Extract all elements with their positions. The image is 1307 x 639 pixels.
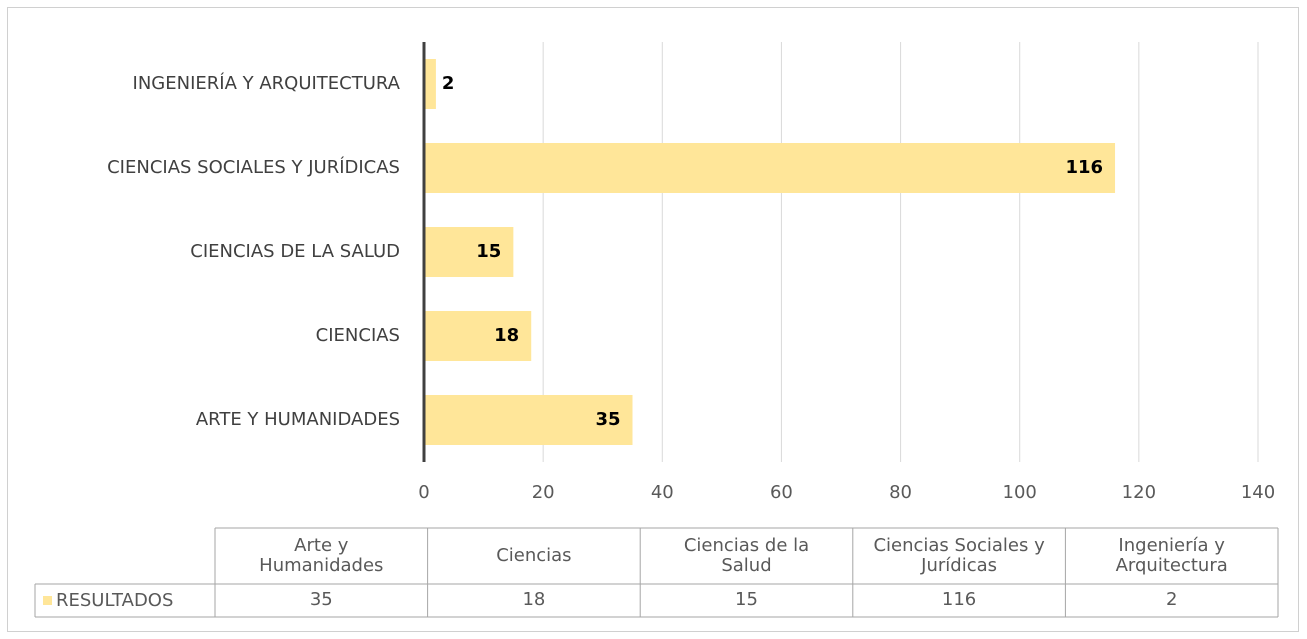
category-label: CIENCIAS DE LA SALUD [190,241,400,262]
x-tick-label: 100 [1003,482,1037,503]
table-header-text: Ciencias [496,544,572,566]
table-header-box: Ingeniería y Arquitectura [1065,528,1278,584]
data-label: 116 [1065,157,1103,178]
table-value: 35 [215,584,428,617]
data-label: 2 [442,73,455,94]
data-label: 18 [494,325,519,346]
legend-label: RESULTADOS [56,590,173,611]
table-value-box: 116 [853,584,1066,617]
data-label: 15 [476,241,501,262]
table-header-box: Ciencias de la Salud [640,528,853,584]
x-tick-label: 120 [1122,482,1156,503]
table-header-text: Ingeniería y Arquitectura [1115,534,1228,576]
table-value-text: 15 [735,589,758,611]
category-label: ARTE Y HUMANIDADES [196,409,400,430]
table-header: Ingeniería y Arquitectura [1065,528,1278,584]
table-header-box: Arte y Humanidades [215,528,428,584]
bar [424,59,436,109]
x-tick-label: 140 [1241,482,1275,503]
table-value-text: 18 [522,589,546,611]
legend-swatch [43,596,52,605]
x-tick-label: 80 [889,482,912,503]
table-header: Ciencias Sociales y Jurídicas [853,528,1066,584]
table-header: Ciencias [428,528,641,584]
bar [424,311,532,361]
bar [424,143,1116,193]
table-value-box: 18 [428,584,641,617]
table-value: 18 [428,584,641,617]
category-label: INGENIERÍA Y ARQUITECTURA [133,72,401,94]
table-header-box: Ciencias [428,528,641,584]
table-header-text: Ciencias de la Salud [683,534,810,576]
table-header-text: Arte y Humanidades [259,534,384,576]
table-value-text: 2 [1165,589,1178,611]
table-value-text: 116 [941,589,977,611]
table-value-box: 15 [640,584,853,617]
table-value-box: 35 [215,584,428,617]
table-header-box: Ciencias Sociales y Jurídicas [853,528,1066,584]
table-value: 116 [853,584,1066,617]
table-header: Ciencias de la Salud [640,528,853,584]
x-tick-label: 0 [418,482,429,503]
bar [424,395,633,445]
data-table: Arte y Humanidades 35 Ciencias 18 Ciencias d… [34,527,1279,618]
table-value: 15 [640,584,853,617]
table-value-box: 2 [1065,584,1278,617]
table-header-text: Ciencias Sociales y Jurídicas [873,534,1045,576]
table-value-text: 35 [309,589,333,611]
bar [424,227,514,277]
x-tick-label: 40 [651,482,674,503]
x-tick-label: 20 [532,482,555,503]
category-label: CIENCIAS [316,325,400,346]
x-tick-label: 60 [770,482,793,503]
category-label: CIENCIAS SOCIALES Y JURÍDICAS [107,156,400,178]
table-header: Arte y Humanidades [215,528,428,584]
data-label: 35 [595,409,620,430]
table-value: 2 [1065,584,1278,617]
